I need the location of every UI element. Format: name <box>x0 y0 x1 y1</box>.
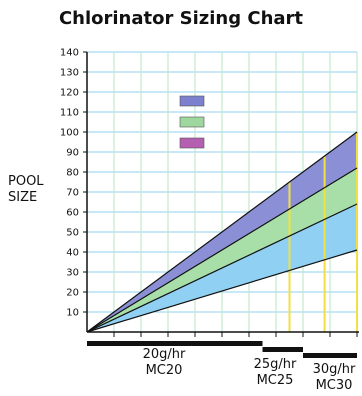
y-tick-label-130: 130 <box>60 68 79 79</box>
range-model-mc30: MC30 <box>315 378 353 393</box>
range-bar-mc25 <box>262 347 303 352</box>
y-tick-label-50: 50 <box>66 228 79 239</box>
legend-swatch-3 <box>179 137 205 149</box>
legend-swatch-2 <box>179 116 205 128</box>
chart-title: Chlorinator Sizing Chart <box>58 8 304 29</box>
y-tick-label-60: 60 <box>66 208 79 219</box>
y-tick-label-140: 140 <box>60 48 79 59</box>
y-tick-label-20: 20 <box>66 288 79 299</box>
range-model-mc25: MC25 <box>256 373 294 388</box>
range-bar-mc20 <box>87 341 263 346</box>
y-tick-label-90: 90 <box>66 148 79 159</box>
range-label-mc30: 30g/hr MC30 <box>306 362 362 394</box>
legend-swatch-1 <box>179 95 205 107</box>
boundary-line-82 <box>86 167 358 333</box>
boundary-line-64 <box>86 203 358 333</box>
y-axis-label-line-2: SIZE <box>8 190 38 205</box>
range-rate-mc20: 20g/hr <box>142 347 186 362</box>
boundary-line-100 <box>86 131 358 333</box>
range-rate-mc30: 30g/hr <box>312 362 356 377</box>
y-axis-label: POOL SIZE <box>8 174 44 206</box>
y-tick-label-30: 30 <box>66 268 79 279</box>
y-tick-label-70: 70 <box>66 188 79 199</box>
y-tick-label-40: 40 <box>66 248 79 259</box>
boundary-line-41 <box>86 249 358 333</box>
y-tick-label-120: 120 <box>60 88 79 99</box>
y-tick-label-80: 80 <box>66 168 79 179</box>
y-tick-label-110: 110 <box>60 108 79 119</box>
y-axis-label-line-1: POOL <box>8 174 44 189</box>
y-tick-label-10: 10 <box>66 308 79 319</box>
range-model-mc20: MC20 <box>145 363 183 378</box>
range-rate-mc25: 25g/hr <box>253 357 297 372</box>
y-tick-label-100: 100 <box>60 128 79 139</box>
range-bar-mc30 <box>303 353 357 358</box>
range-label-mc20: 20g/hr MC20 <box>114 347 214 379</box>
range-label-mc25: 25g/hr MC25 <box>246 357 304 389</box>
